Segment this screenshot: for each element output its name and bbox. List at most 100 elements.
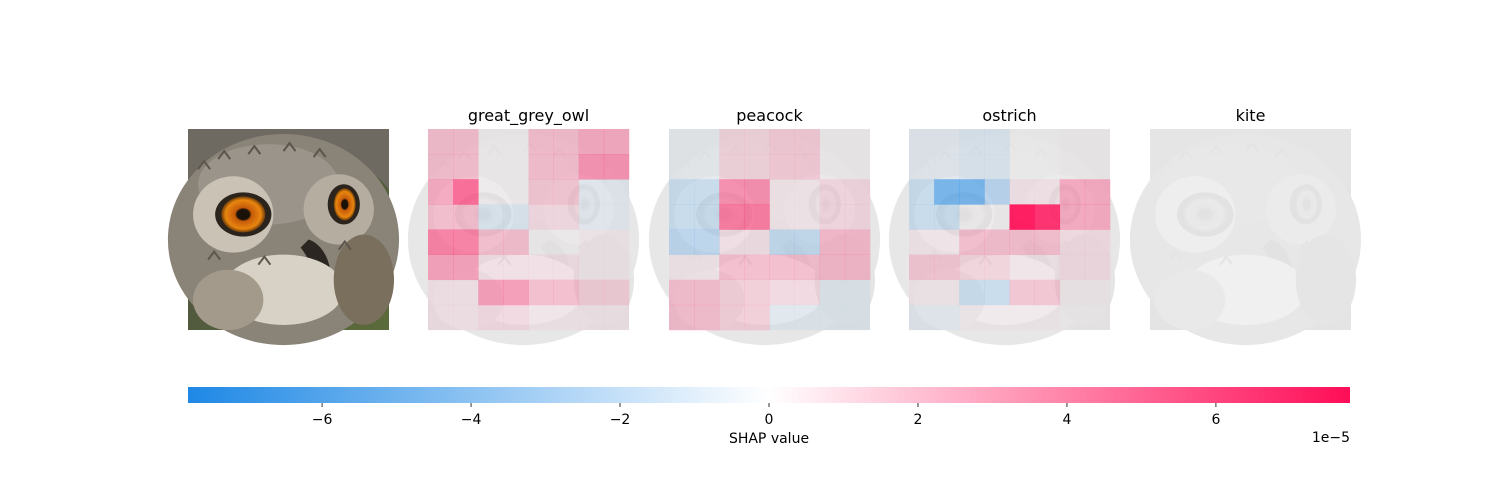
heatmap-cell <box>453 279 479 306</box>
heatmap-cell <box>603 304 630 331</box>
heatmap-cell <box>603 129 630 155</box>
heatmap-cell <box>769 179 795 205</box>
heatmap-cell <box>694 229 720 255</box>
heatmap-cell <box>478 304 504 331</box>
heatmap-cell <box>528 179 554 205</box>
heatmap-panel-great_grey_owl: great_grey_owl <box>406 106 641 347</box>
heatmap-cell <box>845 154 870 179</box>
heatmap-panel-ostrich: ostrich <box>887 106 1122 347</box>
heatmap-cell <box>1060 129 1085 154</box>
heatmap-cell <box>1060 305 1085 330</box>
heatmap-cell <box>1059 179 1086 205</box>
heatmap-cell <box>719 254 745 281</box>
heatmap-cell <box>844 254 871 281</box>
heatmap-cell <box>578 154 605 180</box>
heatmap-cell <box>1085 154 1110 179</box>
heatmap-cell <box>669 279 695 306</box>
panel-title: great_grey_owl <box>468 106 589 126</box>
heatmap-cell <box>553 254 580 281</box>
heatmap-cell <box>453 204 479 230</box>
heatmap-cell <box>579 255 604 280</box>
heatmap-cell <box>934 204 960 230</box>
heatmap-cell <box>984 179 1010 205</box>
colorbar-tick-label: 4 <box>1062 412 1071 428</box>
heatmap-cell <box>959 305 984 330</box>
heatmap-cell <box>719 229 745 255</box>
heatmap-cell <box>820 129 845 154</box>
heatmap-cell <box>934 280 959 305</box>
heatmap-cell <box>453 304 479 331</box>
heatmap-cell <box>428 254 454 281</box>
heatmap-cell <box>1084 254 1111 281</box>
heatmap-cell <box>719 179 745 205</box>
heatmap-cell <box>603 279 630 306</box>
heatmap-cell <box>819 279 846 306</box>
heatmap-cell <box>428 129 454 155</box>
heatmap-cell <box>1010 305 1035 330</box>
heatmap-cell <box>669 179 695 205</box>
heatmap-cell <box>553 204 580 230</box>
heatmap-cell <box>1084 204 1111 230</box>
heatmap-cell <box>503 279 529 306</box>
heatmap-cell <box>1034 229 1061 255</box>
heatmap-cell <box>503 229 529 255</box>
heatmap-cell <box>984 254 1010 281</box>
heatmap-cell <box>553 129 580 155</box>
heatmap-cell <box>959 279 985 306</box>
heatmap-cell <box>794 179 821 205</box>
colorbar-tick-label: −6 <box>312 412 333 428</box>
heatmap-cell <box>934 179 960 205</box>
heatmap-cell <box>984 154 1010 180</box>
heatmap-cell <box>528 254 554 281</box>
heatmap-cell <box>744 229 770 255</box>
heatmap-cell <box>744 304 770 331</box>
heatmap-cell <box>794 129 821 155</box>
colorbar-tick-label: −4 <box>461 412 482 428</box>
heatmap-cell <box>453 154 479 180</box>
heatmap-cell <box>819 254 846 281</box>
heatmap-cell <box>1034 204 1061 230</box>
heatmap-cell <box>794 204 821 230</box>
heatmap-cell <box>844 279 871 306</box>
heatmap-cell <box>819 179 846 205</box>
heatmap-cell <box>909 280 934 305</box>
heatmap-cell <box>694 154 719 179</box>
heatmap-cell <box>744 254 770 281</box>
heatmap-cell <box>909 154 935 180</box>
heatmap-cell <box>909 229 935 255</box>
heatmap-cell <box>934 304 960 331</box>
heatmap-cell <box>553 304 580 331</box>
heatmap-cell <box>769 254 795 281</box>
heatmap-cell <box>428 179 454 205</box>
heatmap-cell <box>478 179 503 204</box>
heatmap-cell <box>819 204 846 230</box>
heatmap-cell <box>604 255 629 280</box>
heatmap-cell <box>528 154 554 180</box>
heatmap-cell <box>1009 204 1035 230</box>
heatmap-cell <box>578 179 605 205</box>
heatmap-cell <box>1060 280 1085 305</box>
heatmap-cell <box>959 229 985 255</box>
heatmap-cell <box>984 129 1010 155</box>
heatmap-cell <box>669 304 695 331</box>
colorbar-gradient <box>188 387 1350 403</box>
heatmap-cell <box>794 229 821 255</box>
heatmap-cell <box>1034 254 1061 281</box>
heatmap-cell <box>428 204 454 230</box>
heatmap-cell <box>578 204 605 230</box>
heatmap-cell <box>453 229 479 255</box>
colorbar-tick-label: 0 <box>765 412 774 428</box>
colorbar-offset-text: 1e−5 <box>1312 430 1350 446</box>
heatmap-cell <box>578 304 605 331</box>
heatmap-cell <box>909 304 935 331</box>
heatmap-cell <box>453 129 479 155</box>
heatmap-cell <box>553 279 580 306</box>
heatmap-cell <box>528 304 554 331</box>
heatmap-cell <box>528 279 554 306</box>
original-image <box>166 127 401 347</box>
heatmap-cell <box>503 254 529 281</box>
heatmap-cell <box>478 254 504 281</box>
heatmap-cell <box>959 254 985 281</box>
heatmap-cell <box>669 129 694 154</box>
heatmap-cell <box>604 230 629 255</box>
